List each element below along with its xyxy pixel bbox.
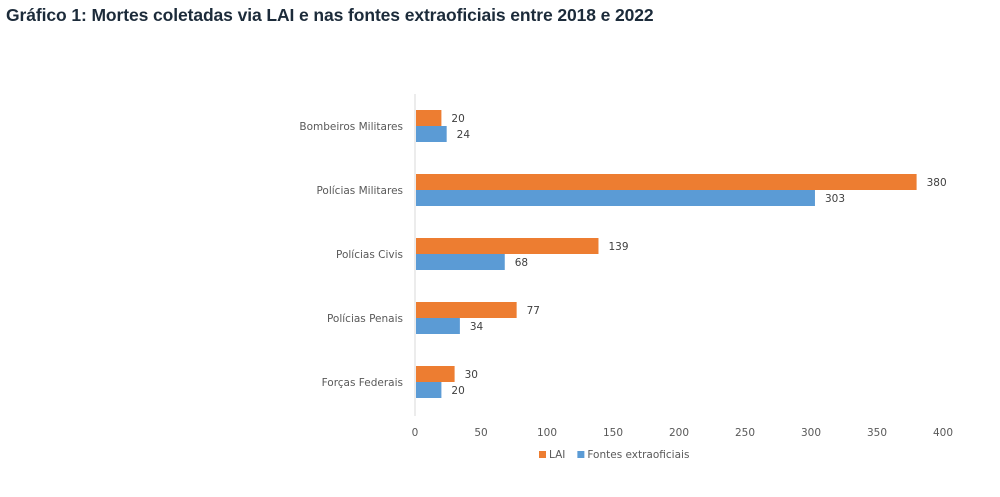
chart-title: Gráfico 1: Mortes coletadas via LAI e na… [6,5,654,25]
bar-fontes-extraoficiais [416,382,442,398]
bars-layer [416,110,917,398]
x-tick-label: 300 [801,427,821,439]
data-label: 139 [608,241,628,253]
bar-lai [416,174,917,190]
category-label: Polícias Civis [336,249,403,261]
bar-lai [416,366,455,382]
x-tick-label: 250 [735,427,755,439]
x-tick-label: 400 [933,427,953,439]
labels-layer: Bombeiros Militares 20 24 Polícias Militare… [299,113,946,397]
x-tick-label: 50 [474,427,487,439]
bar-lai [416,110,442,126]
data-label: 77 [527,305,540,317]
bar-fontes-extraoficiais [416,126,447,142]
bar-fontes-extraoficiais [416,190,815,206]
legend-label: LAI [549,449,565,461]
category-label: Polícias Penais [327,313,403,325]
data-label: 24 [457,129,471,141]
legend: LAI Fontes extraoficiais [539,449,689,461]
data-label: 303 [825,193,845,205]
bar-lai [416,302,517,318]
data-label: 20 [451,385,464,397]
data-label: 380 [927,177,947,189]
legend-swatch-fontes-extraoficiais [577,451,585,458]
bar-lai [416,238,599,254]
data-label: 20 [451,113,464,125]
category-label: Bombeiros Militares [299,121,403,133]
x-tick-label: 350 [867,427,887,439]
data-label: 34 [470,321,484,333]
x-tick-label: 100 [537,427,557,439]
category-label: Polícias Militares [316,185,403,197]
x-tick-label: 150 [603,427,623,439]
legend-swatch-lai [539,451,546,458]
x-tick-label: 200 [669,427,689,439]
bar-fontes-extraoficiais [416,254,505,270]
bar-fontes-extraoficiais [416,318,460,334]
data-label: 30 [465,369,478,381]
legend-label: Fontes extraoficiais [587,449,689,461]
category-label: Forças Federais [322,377,403,389]
axis-layer: 0 50 100 150 200 250 300 350 400 [412,94,953,439]
data-label: 68 [515,257,528,269]
x-tick-label: 0 [412,427,419,439]
